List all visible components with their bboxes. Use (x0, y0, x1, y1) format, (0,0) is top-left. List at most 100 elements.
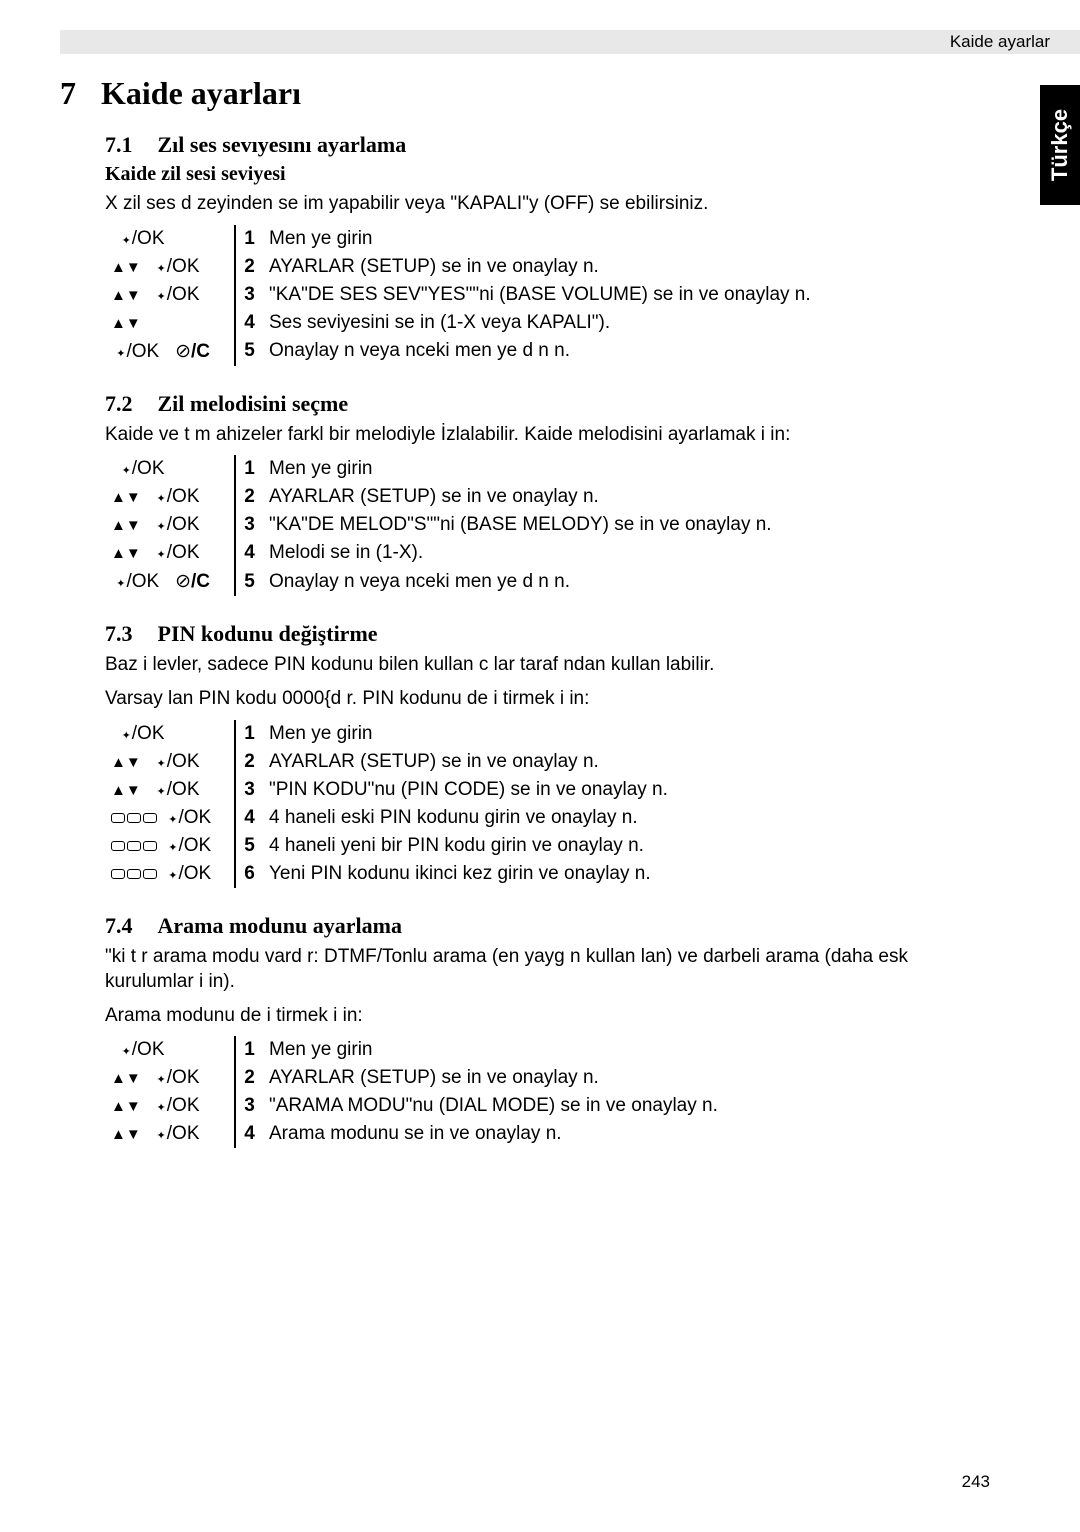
section-title: 7.3 PIN kodunu değiştirme (105, 621, 960, 647)
step-icons: ▲▼ /OK (105, 1120, 235, 1148)
step-text: Arama modunu se in ve onaylay n. (263, 1120, 724, 1148)
ok-icon (157, 751, 167, 772)
step-row: /OK54 haneli yeni bir PIN kodu girin ve … (105, 832, 674, 860)
steps-table: /OK1Men ye girin▲▼ /OK2 AYARLAR (SETUP) … (105, 225, 817, 366)
step-number: 3 (235, 776, 263, 804)
ok-icon (168, 835, 178, 856)
intro-text: X zil ses d zeyinden se im yapabilir vey… (105, 191, 960, 217)
step-text: AYARLAR (SETUP) se in ve onaylay n. (263, 1064, 724, 1092)
ok-icon (157, 779, 167, 800)
step-row: ▲▼ /OK2 AYARLAR (SETUP) se in ve onaylay… (105, 1064, 724, 1092)
step-row: ▲▼ /OK3"KA"DE SES SEV"YES""ni (BASE VOLU… (105, 281, 817, 309)
ok-icon (122, 723, 132, 744)
updown-icon: ▲▼ (111, 287, 141, 304)
cancel-icon: ⊘ (175, 341, 191, 362)
step-icons: /OK (105, 1036, 235, 1064)
step-icons: ▲▼ /OK (105, 281, 235, 309)
updown-icon: ▲▼ (111, 754, 141, 771)
step-number: 3 (235, 281, 263, 309)
intro-text: Varsay lan PIN kodu 0000{d r. PIN kodunu… (105, 686, 960, 712)
step-number: 1 (235, 225, 263, 253)
section-number: 7.4 (105, 913, 133, 939)
ok-icon (157, 542, 167, 563)
language-label: Türkçe (1047, 109, 1073, 181)
step-icons: /OK (105, 860, 235, 888)
step-text: "ARAMA MODU"nu (DIAL MODE) se in ve onay… (263, 1092, 724, 1120)
step-text: 4 haneli eski PIN kodunu girin ve onayla… (263, 804, 674, 832)
section-text: PIN kodunu değiştirme (158, 621, 378, 647)
language-tab: Türkçe (1040, 85, 1080, 205)
ok-icon (157, 1067, 167, 1088)
step-number: 1 (235, 720, 263, 748)
ok-icon (168, 863, 178, 884)
chapter-number: 7 (60, 75, 76, 112)
step-number: 2 (235, 1064, 263, 1092)
ok-icon (157, 486, 167, 507)
step-number: 2 (235, 748, 263, 776)
step-row: ▲▼ /OK3"ARAMA MODU"nu (DIAL MODE) se in … (105, 1092, 724, 1120)
ok-icon (157, 1095, 167, 1116)
step-icons: /OK (105, 225, 235, 253)
step-text: Melodi se in (1-X). (263, 539, 778, 567)
step-text: "KA"DE MELOD"S""ni (BASE MELODY) se in v… (263, 511, 778, 539)
section: 7.3PIN kodunu değiştirmeBaz i levler, sa… (105, 621, 960, 887)
ok-icon (122, 1039, 132, 1060)
step-icons: /OK (105, 455, 235, 483)
section-title: 7.1Zıl ses sevıyesını ayarlama (105, 132, 960, 158)
page-content: 7 Kaide ayarları 7.1Zıl ses sevıyesını a… (60, 75, 960, 1148)
ok-icon (157, 1123, 167, 1144)
step-number: 5 (235, 832, 263, 860)
step-row: /OK6Yeni PIN kodunu ikinci kez girin ve … (105, 860, 674, 888)
updown-icon: ▲▼ (111, 1098, 141, 1115)
step-text: Yeni PIN kodunu ikinci kez girin ve onay… (263, 860, 674, 888)
step-icons: ▲▼ /OK (105, 483, 235, 511)
step-text: "PIN KODU"nu (PIN CODE) se in ve onaylay… (263, 776, 674, 804)
intro-text: "ki t r arama modu vard r: DTMF/Tonlu ar… (105, 944, 960, 995)
step-icons: ▲▼ (105, 309, 235, 337)
step-row: /OK ⊘/C5Onaylay n veya nceki men ye d n … (105, 567, 778, 596)
step-text: Onaylay n veya nceki men ye d n n. (263, 567, 778, 596)
step-text: AYARLAR (SETUP) se in ve onaylay n. (263, 253, 817, 281)
step-number: 6 (235, 860, 263, 888)
section-text: Zıl ses sevıyesını ayarlama (158, 132, 407, 158)
step-row: /OK1Men ye girin (105, 720, 674, 748)
section-title: 7.4 Arama modunu ayarlama (105, 913, 960, 939)
section-number: 7.3 (105, 621, 133, 647)
step-number: 1 (235, 1036, 263, 1064)
section: 7.4 Arama modunu ayarlama "ki t r arama mo… (105, 913, 960, 1149)
keypad-icon (111, 841, 157, 851)
step-icons: /OK ⊘/C (105, 567, 235, 596)
step-row: /OK ⊘/C5Onaylay n veya nceki men ye d n … (105, 337, 817, 366)
steps-table: /OK1Men ye girin▲▼ /OK2 AYARLAR (SETUP) … (105, 720, 674, 888)
step-row: ▲▼ 4Ses seviyesini se in (1-X veya KAPALI… (105, 309, 817, 337)
page-number: 243 (962, 1472, 990, 1492)
step-number: 4 (235, 309, 263, 337)
chapter-text: Kaide ayarları (101, 75, 301, 112)
step-text: Men ye girin (263, 1036, 724, 1064)
step-row: ▲▼ /OK3"PIN KODU"nu (PIN CODE) se in ve … (105, 776, 674, 804)
updown-icon: ▲▼ (111, 315, 141, 332)
step-icons: /OK (105, 804, 235, 832)
updown-icon: ▲▼ (111, 1070, 141, 1087)
updown-icon: ▲▼ (111, 489, 141, 506)
step-text: "KA"DE SES SEV"YES""ni (BASE VOLUME) se … (263, 281, 817, 309)
section: 7.2Zil melodisini seçmeKaide ve t m ahiz… (105, 391, 960, 597)
updown-icon: ▲▼ (111, 517, 141, 534)
step-icons: ▲▼ /OK (105, 776, 235, 804)
step-text: 4 haneli yeni bir PIN kodu girin ve onay… (263, 832, 674, 860)
step-icons: ▲▼ /OK (105, 748, 235, 776)
step-icons: /OK (105, 832, 235, 860)
step-text: Ses seviyesini se in (1-X veya KAPALI"). (263, 309, 817, 337)
chapter-title: 7 Kaide ayarları (60, 75, 960, 112)
keypad-icon (111, 813, 157, 823)
section-text: Arama modunu ayarlama (158, 913, 402, 939)
ok-icon (116, 571, 126, 592)
step-row: ▲▼ /OK2 AYARLAR (SETUP) se in ve onaylay… (105, 483, 778, 511)
ok-icon (157, 284, 167, 305)
ok-icon (116, 341, 126, 362)
step-number: 5 (235, 337, 263, 366)
step-icons: ▲▼ /OK (105, 511, 235, 539)
ok-icon (168, 807, 178, 828)
section: 7.1Zıl ses sevıyesını ayarlamaKaide zil … (105, 132, 960, 366)
ok-icon (122, 458, 132, 479)
